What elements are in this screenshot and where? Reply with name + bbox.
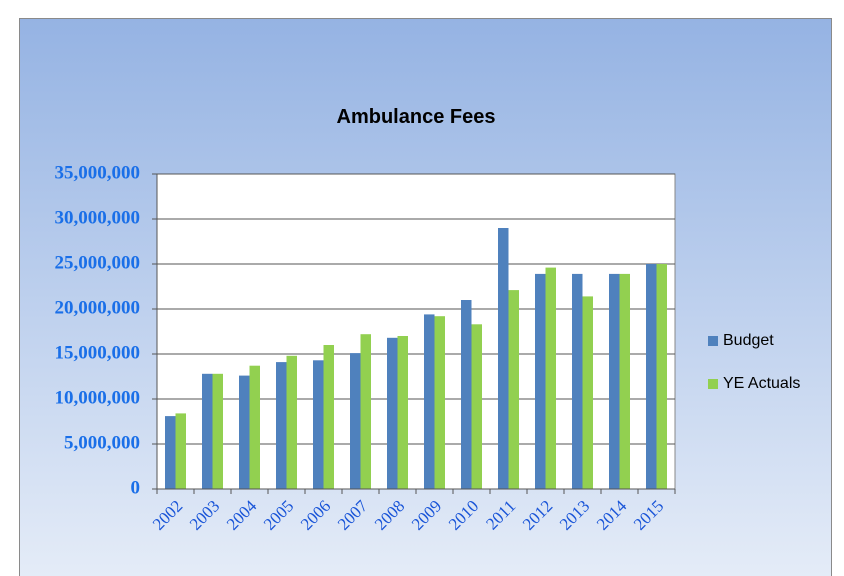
chart-title: Ambulance Fees	[337, 106, 496, 128]
bar	[646, 264, 657, 489]
bar	[212, 373, 223, 489]
bar	[471, 324, 482, 489]
legend-label: YE Actuals	[723, 375, 800, 392]
legend-swatch	[708, 336, 718, 346]
bar	[239, 375, 250, 489]
plot-area	[156, 173, 676, 490]
y-tick-label: 0	[131, 477, 141, 498]
bar	[175, 413, 186, 489]
y-tick-label: 5,000,000	[64, 432, 140, 453]
bar	[434, 316, 445, 489]
bar	[572, 273, 583, 489]
bar	[202, 373, 213, 489]
bar	[545, 267, 556, 489]
legend-label: Budget	[723, 332, 774, 349]
bar	[424, 314, 435, 489]
bar	[508, 290, 519, 489]
bar	[313, 360, 324, 489]
bar	[165, 416, 176, 489]
bar	[656, 264, 667, 489]
bar	[323, 345, 334, 489]
y-tick-label: 15,000,000	[55, 342, 141, 363]
bar	[360, 334, 371, 489]
bar	[498, 228, 509, 489]
bar	[609, 273, 620, 489]
y-tick-label: 10,000,000	[55, 387, 141, 408]
legend-swatch	[708, 379, 718, 389]
bar	[286, 355, 297, 489]
y-tick-label: 25,000,000	[55, 252, 141, 273]
bar	[249, 365, 260, 489]
bar	[350, 353, 361, 489]
y-tick-label: 30,000,000	[55, 207, 141, 228]
bar	[582, 296, 593, 489]
y-tick-label: 35,000,000	[55, 162, 141, 183]
bar	[535, 273, 546, 489]
y-tick-label: 20,000,000	[55, 297, 141, 318]
bar	[387, 337, 398, 489]
bar	[276, 362, 287, 489]
bar	[461, 300, 472, 489]
bar	[619, 273, 630, 489]
bar	[397, 336, 408, 489]
